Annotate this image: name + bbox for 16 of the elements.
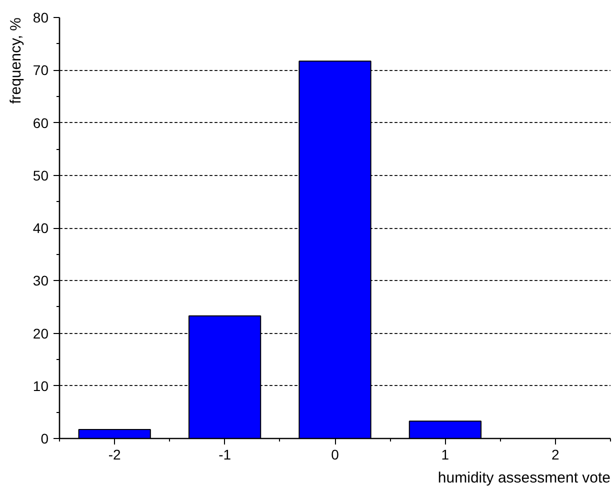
y-tick-label: 30 (32, 272, 49, 289)
x-tick-label: -2 (108, 446, 122, 462)
x-tick-label: -1 (218, 446, 232, 462)
y-tick-label: 20 (32, 325, 49, 342)
x-tick-label: 2 (552, 446, 560, 462)
y-tick-label: 0 (40, 430, 49, 446)
x-axis-title: humidity assessment vote (438, 470, 611, 486)
y-tick-label: 70 (32, 62, 49, 78)
y-tick-label: 10 (32, 378, 49, 394)
y-axis-title: frequency, % (8, 17, 24, 104)
x-tick-label: 0 (331, 446, 340, 462)
y-tick-label: 60 (32, 114, 49, 131)
y-tick-label: 40 (32, 220, 49, 236)
y-tick-label: 80 (32, 10, 49, 26)
y-tick-label: 50 (32, 167, 49, 184)
x-tick-label: 1 (441, 446, 450, 462)
